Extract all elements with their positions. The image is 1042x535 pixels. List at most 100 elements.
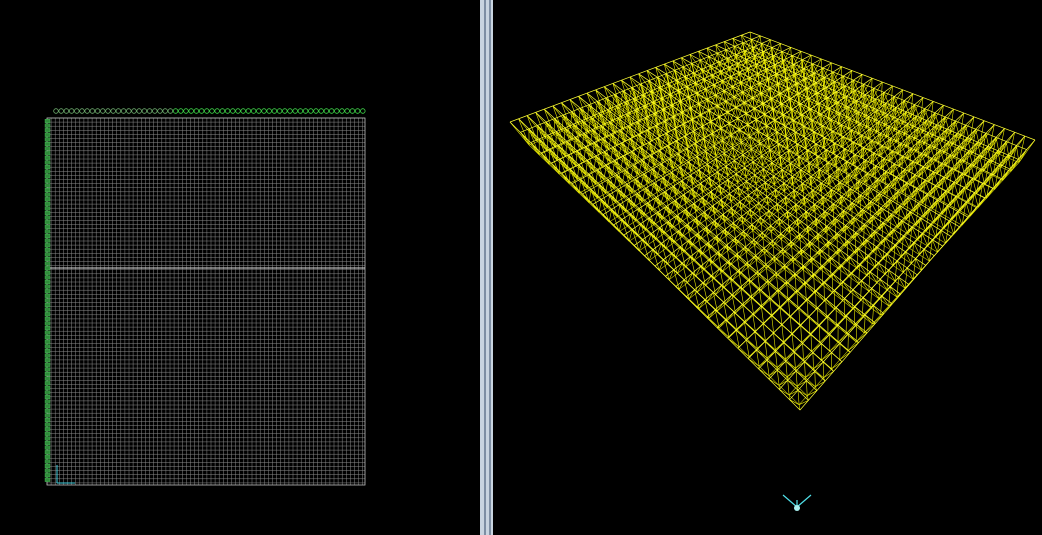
grid-bubble: [44, 215, 51, 220]
grid-bubble: [146, 108, 153, 114]
grid-bubble: [44, 252, 51, 257]
grid-bubble: [328, 108, 335, 114]
grid-bubble: [44, 385, 51, 390]
grid-bubble: [162, 108, 168, 114]
grid-bubble: [44, 316, 51, 321]
grid-bubble: [44, 229, 51, 234]
grid-bubble: [44, 418, 51, 423]
grid-bubble: [58, 108, 64, 114]
grid-bubble: [44, 164, 51, 169]
grid-bubble: [256, 108, 262, 114]
grid-bubble: [44, 436, 51, 441]
splitter-edge: [484, 0, 486, 535]
grid-bubble: [282, 108, 288, 114]
grid-bubble: [94, 108, 101, 114]
grid-bubble: [44, 137, 51, 142]
grid-bubble: [214, 108, 220, 114]
grid-bubble: [44, 169, 51, 174]
grid-bubble: [193, 108, 200, 114]
grid-bubble: [178, 108, 184, 114]
grid-bubble: [44, 372, 51, 377]
grid-bubble: [44, 238, 51, 243]
grid-bubble: [261, 108, 267, 114]
grid-bubble: [44, 293, 51, 298]
grid-bubble: [172, 108, 179, 114]
grid-bubble: [344, 108, 350, 114]
grid-bubble: [44, 128, 51, 133]
grid-bubble: [44, 413, 51, 418]
plan-view[interactable]: [44, 108, 366, 486]
grid-bubble: [115, 108, 122, 114]
grid-bubble: [79, 108, 85, 114]
grid-bubble: [188, 108, 194, 114]
grid-bubble: [219, 108, 226, 114]
grid-bubble: [334, 108, 340, 114]
grid-bubble: [44, 459, 51, 464]
grid-bubble: [44, 358, 51, 363]
grid-bubble: [44, 224, 51, 229]
axis-triad: [56, 465, 75, 484]
splitter-edge: [489, 0, 491, 535]
grid-bubble: [44, 431, 51, 436]
grid-bubble: [44, 404, 51, 409]
grid-bubble: [44, 422, 51, 427]
grid-bubble: [131, 108, 137, 114]
grid-bubble: [44, 344, 51, 349]
grid-bubble: [44, 280, 51, 285]
grid-bubble: [44, 335, 51, 340]
grid-bubble: [360, 108, 366, 114]
grid-bubble: [44, 445, 51, 450]
grid-bubble: [44, 270, 51, 275]
3d-view[interactable]: [509, 31, 1036, 511]
grid-bubble: [100, 108, 106, 114]
grid-bubble: [44, 206, 51, 211]
grid-bubble: [44, 257, 51, 262]
grid-bubble: [44, 381, 51, 386]
grid-bubble: [44, 233, 51, 238]
grid-bubble: [68, 108, 75, 114]
grid-bubble: [44, 408, 51, 413]
grid-bubble: [235, 108, 241, 114]
grid-bubble: [44, 210, 51, 215]
grid-bubble: [287, 108, 293, 114]
grid-bubble: [44, 284, 51, 289]
splitter[interactable]: [480, 0, 493, 535]
grid-bubble: [44, 155, 51, 160]
grid-bubble: [224, 108, 231, 114]
grid-bubble: [302, 108, 309, 114]
grid-bubble: [44, 123, 51, 128]
grid-bubble: [44, 146, 51, 151]
grid-bubble: [44, 353, 51, 358]
grid-bubble: [44, 178, 51, 183]
grid-bubble: [339, 108, 345, 114]
grid-bubble: [89, 108, 96, 114]
grid-bubble: [354, 108, 361, 114]
grid-bubble: [44, 477, 51, 482]
grid-bubble: [183, 108, 189, 114]
grid-bubble: [44, 390, 51, 395]
grid-bubble: [198, 108, 205, 114]
grid-bubble: [44, 362, 51, 367]
grid-bubble: [157, 108, 163, 114]
grid-bubble: [271, 108, 278, 114]
grid-bubble: [292, 108, 298, 114]
grid-bubble: [141, 108, 148, 114]
grid-bubble: [110, 108, 116, 114]
grid-bubble: [44, 376, 51, 381]
grid-bubble: [152, 108, 158, 114]
grid-bubble: [204, 108, 210, 114]
grid-bubble: [44, 275, 51, 280]
grid-bubble: [44, 441, 51, 446]
grid-bubble: [126, 108, 132, 114]
grid-bubble: [44, 468, 51, 473]
grid-bubble: [105, 108, 111, 114]
grid-bubble: [53, 108, 59, 114]
grid-bubble: [44, 303, 51, 308]
grid-bubble: [44, 243, 51, 248]
grid-bubble: [44, 464, 51, 469]
grid-bubble: [323, 108, 330, 114]
grid-bubble: [44, 141, 51, 146]
grid-bubble: [44, 454, 51, 459]
grid-bubble: [44, 247, 51, 252]
